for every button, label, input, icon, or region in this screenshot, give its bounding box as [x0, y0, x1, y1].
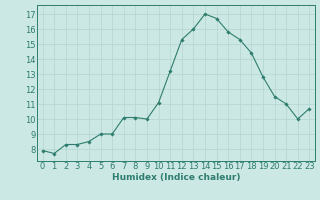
- X-axis label: Humidex (Indice chaleur): Humidex (Indice chaleur): [112, 173, 240, 182]
